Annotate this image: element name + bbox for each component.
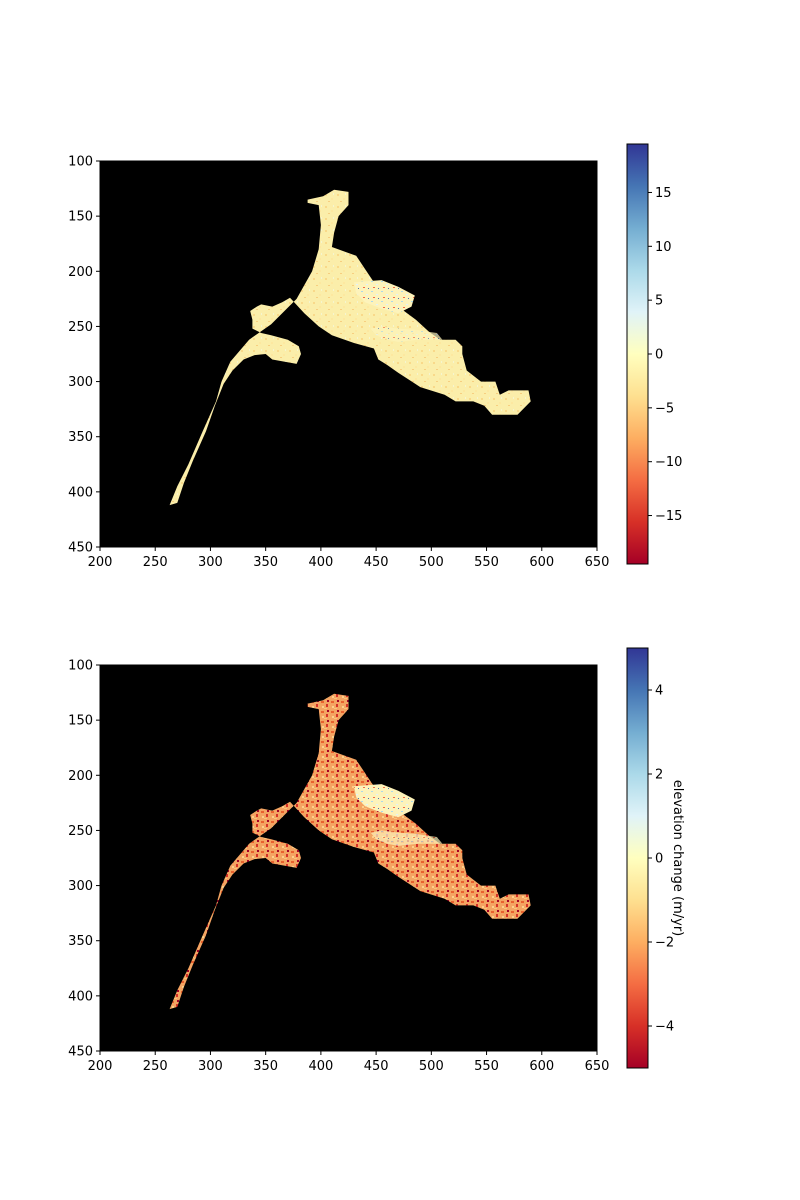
y-tick-label: 250: [68, 824, 93, 839]
axes-frame: [99, 664, 598, 1052]
y-tick-label: 200: [68, 265, 93, 280]
y-tick-label: 150: [68, 714, 93, 729]
y-tick-label: 100: [68, 155, 93, 170]
y-tick-label: 150: [68, 210, 93, 225]
x-tick-label: 450: [364, 555, 389, 570]
x-tick-label: 600: [529, 555, 554, 570]
colorbar-tick-label: 15: [655, 186, 672, 201]
y-tick-label: 300: [68, 879, 93, 894]
y-tick-label: 350: [68, 934, 93, 949]
x-tick-label: 250: [143, 555, 168, 570]
x-tick-label: 300: [198, 555, 223, 570]
x-tick-label: 200: [88, 555, 113, 570]
x-tick-label: 350: [253, 555, 278, 570]
x-tick-label: 400: [308, 1059, 333, 1074]
y-tick-label: 100: [68, 659, 93, 674]
y-tick-label: 350: [68, 430, 93, 445]
x-tick-label: 350: [253, 1059, 278, 1074]
x-tick-label: 200: [88, 1059, 113, 1074]
colorbar-tick-label: 4: [655, 684, 663, 699]
x-tick-label: 450: [364, 1059, 389, 1074]
eastern-glacier-trunk: [370, 326, 443, 342]
colorbar-label: elevation change (m/yr): [670, 780, 685, 937]
x-tick-label: 300: [198, 1059, 223, 1074]
glacier-region: [169, 189, 531, 506]
colorbar-tick-label: −4: [655, 1020, 674, 1035]
bottom-panel: 200 250 300 350 400 450 500 550 600 650 100 150 200 2…: [68, 647, 674, 1074]
x-tick-label: 550: [474, 1059, 499, 1074]
glacier-region: [169, 693, 531, 1010]
x-tick-label: 650: [585, 555, 610, 570]
y-tick-label: 450: [68, 1045, 93, 1060]
y-tick-label: 200: [68, 769, 93, 784]
x-tick-label: 650: [585, 1059, 610, 1074]
colorbar: [626, 143, 649, 565]
y-tick-label: 400: [68, 485, 93, 500]
y-tick-label: 300: [68, 375, 93, 390]
y-tick-label: 250: [68, 320, 93, 335]
y-tick-label: 400: [68, 989, 93, 1004]
plot-background: [100, 161, 597, 547]
x-tick-label: 500: [419, 1059, 444, 1074]
plot-background: [100, 665, 597, 1051]
colorbar-tick-label: −10: [655, 455, 682, 470]
colorbar: [626, 647, 649, 1069]
eastern-glacier-trunk: [370, 830, 443, 846]
colorbar-tick-label: 5: [655, 294, 663, 309]
eastern-glacier-region: [354, 784, 415, 818]
top-panel: 200 250 300 350 400 450 500 550 600 6501001502002…: [68, 143, 682, 570]
colorbar-tick-label: 0: [655, 348, 663, 363]
x-tick-label: 400: [308, 555, 333, 570]
x-tick-label: 500: [419, 555, 444, 570]
x-tick-label: 550: [474, 555, 499, 570]
axes-frame: [99, 160, 598, 548]
y-tick-label: 450: [68, 541, 93, 556]
colorbar-tick-label: −2: [655, 936, 674, 951]
colorbar-tick-label: −15: [655, 509, 682, 524]
colorbar-tick-label: 2: [655, 768, 663, 783]
colorbar-tick-label: 0: [655, 852, 663, 867]
x-tick-label: 600: [529, 1059, 554, 1074]
eastern-glacier-region: [354, 280, 415, 314]
colorbar-tick-label: 10: [655, 240, 672, 255]
colorbar-tick-label: −5: [655, 401, 674, 416]
x-tick-label: 250: [143, 1059, 168, 1074]
